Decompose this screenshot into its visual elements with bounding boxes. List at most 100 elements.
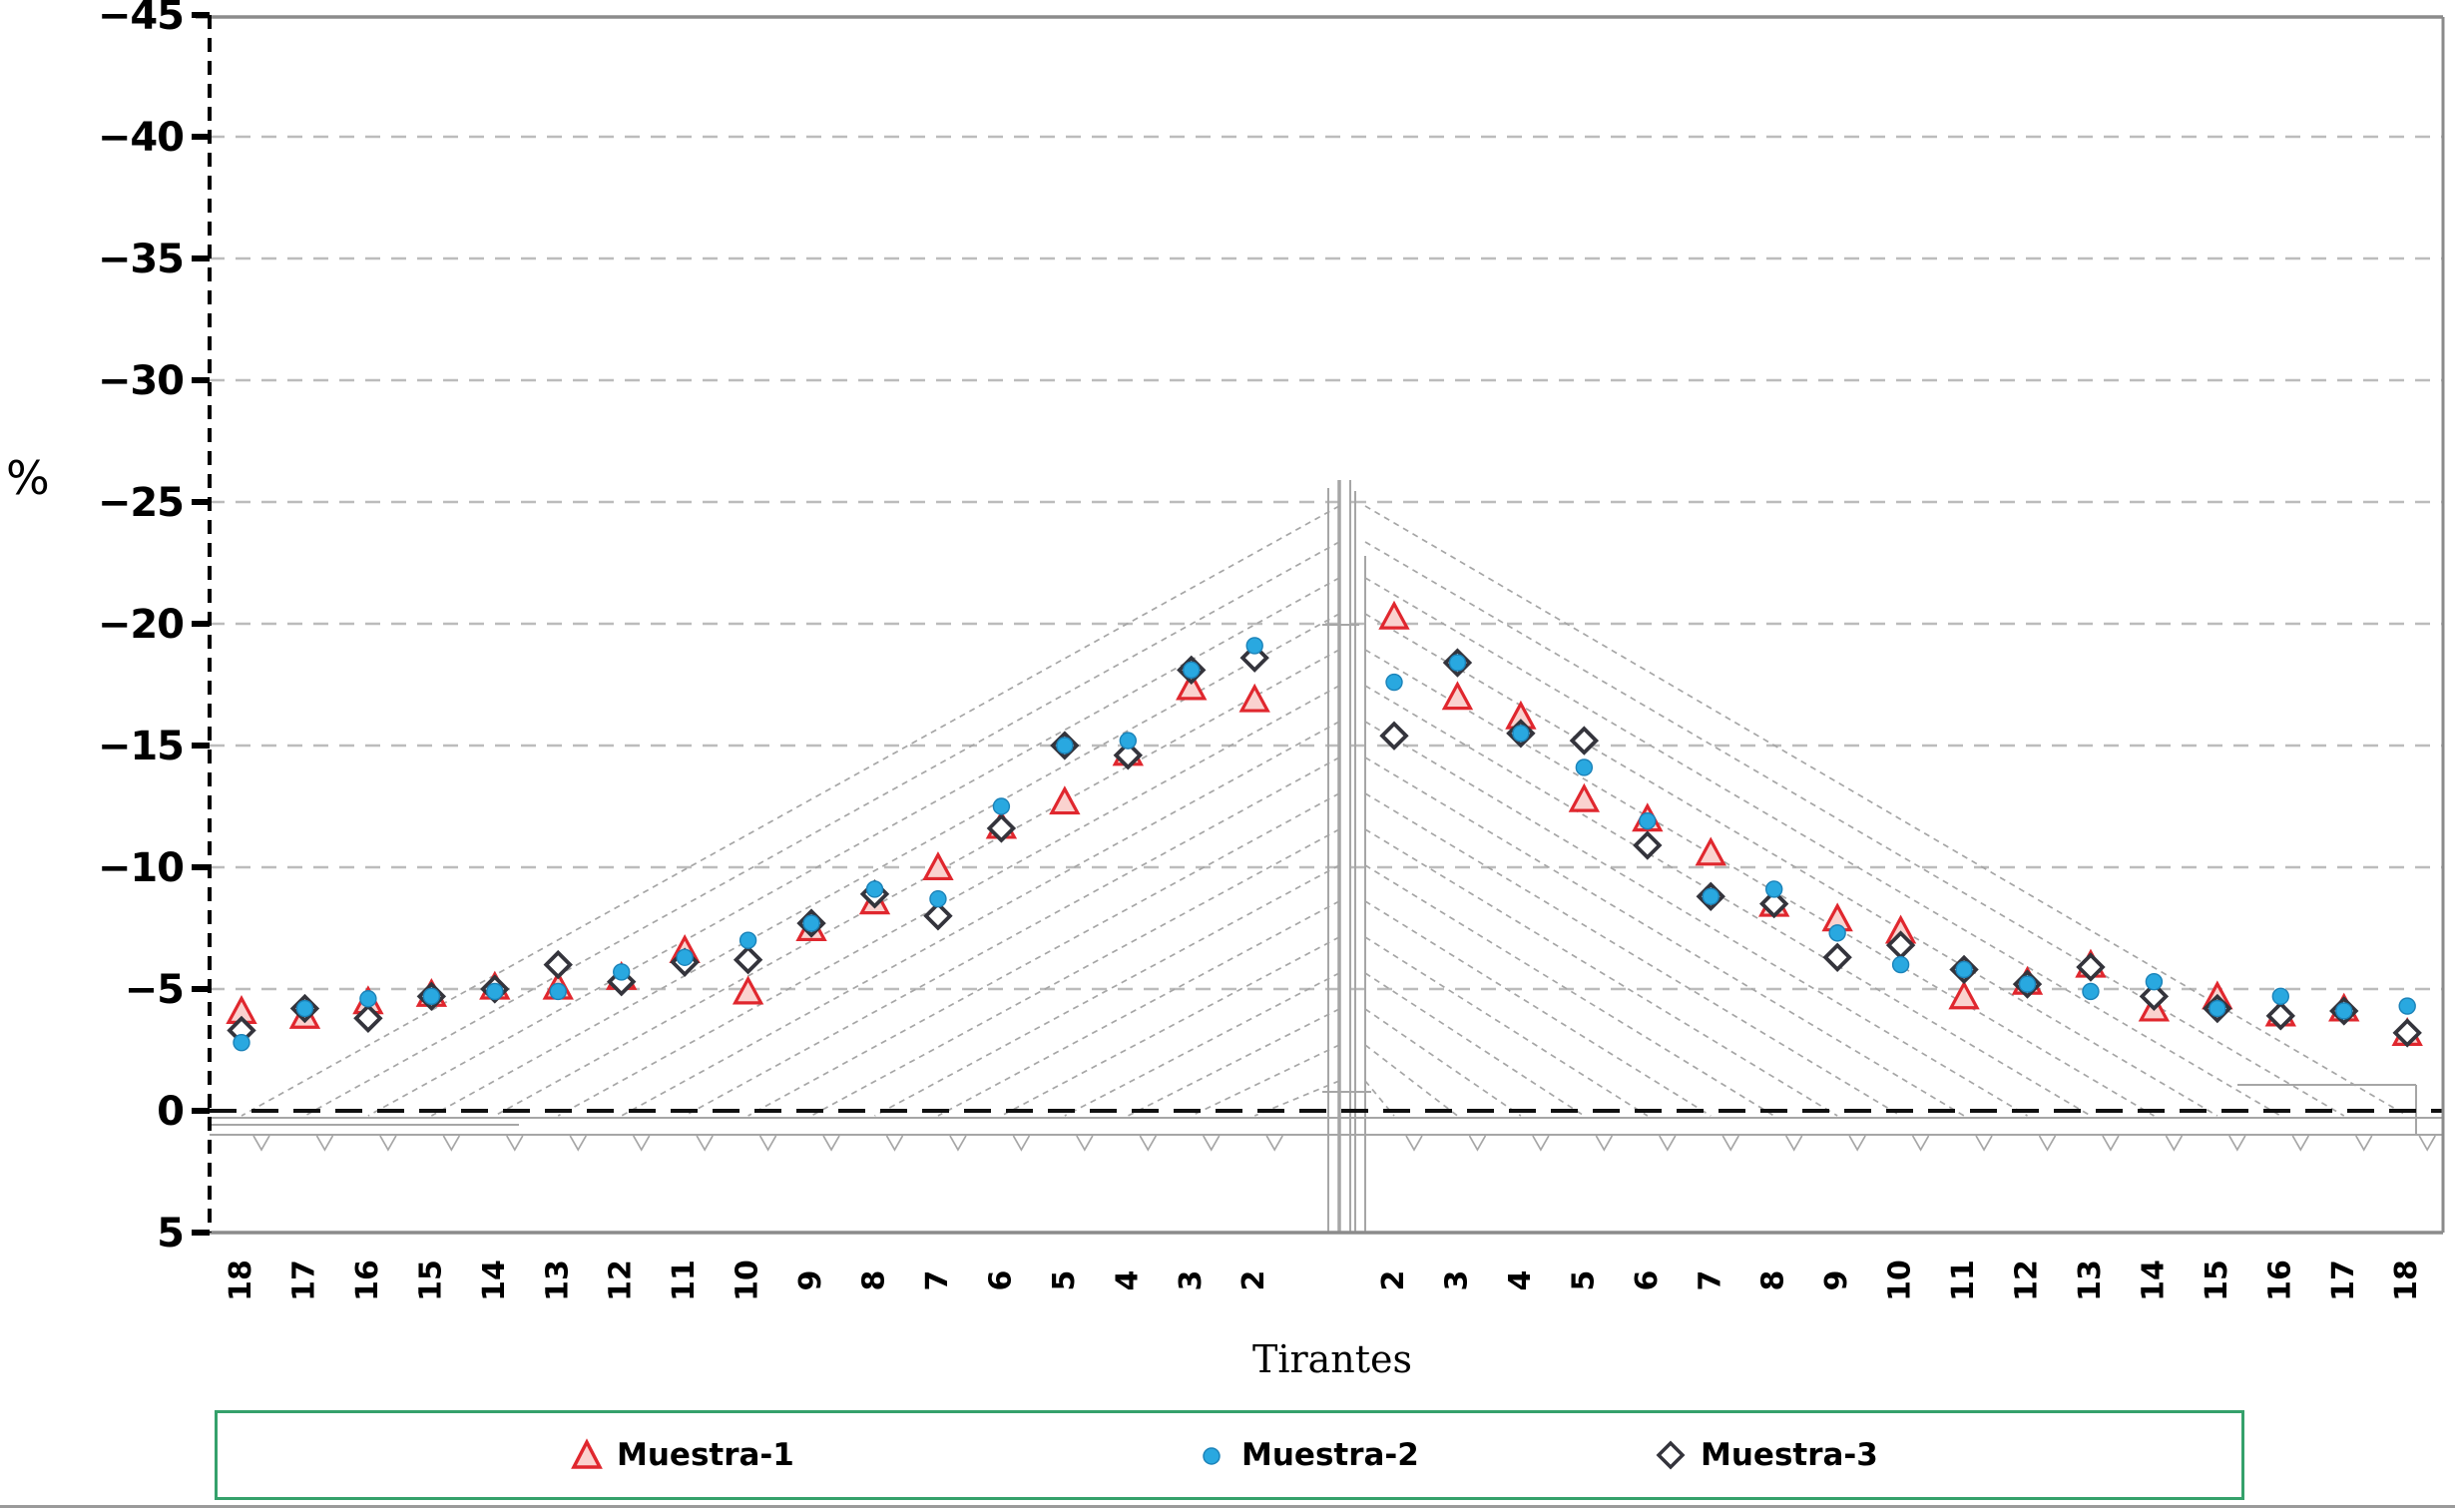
- x-tick-label: 5: [1047, 1270, 1082, 1291]
- triangle-marker-icon: [571, 1438, 603, 1469]
- x-tick-label: 2: [1236, 1270, 1271, 1291]
- figure-bottom-rule: [0, 1505, 2455, 1508]
- point-muestra-1: [1049, 785, 1081, 815]
- x-tick-label: 14: [2136, 1260, 2171, 1301]
- bridge-support: [696, 1135, 714, 1152]
- x-tick-label: 10: [731, 1260, 765, 1301]
- legend-label: Muestra-3: [1701, 1437, 1878, 1473]
- bridge-support: [1721, 1135, 1739, 1152]
- x-tick-label: 8: [1756, 1270, 1791, 1291]
- bridge-cable-left: [1064, 972, 1340, 1117]
- y-tick-label: 0: [157, 1089, 184, 1135]
- point-muestra-1: [1238, 683, 1270, 713]
- point-muestra-2: [1385, 673, 1403, 692]
- bridge-support: [1659, 1135, 1677, 1152]
- point-muestra-3: [733, 945, 763, 975]
- legend-label: Muestra-2: [1241, 1437, 1419, 1473]
- x-tick-label: 2: [1376, 1270, 1411, 1291]
- point-muestra-2: [2271, 987, 2290, 1006]
- point-muestra-2: [2335, 1002, 2353, 1020]
- x-tick-label: 8: [857, 1270, 892, 1291]
- point-muestra-2: [1955, 960, 1973, 979]
- bridge-support: [2165, 1135, 2184, 1152]
- bridge-support: [2355, 1135, 2373, 1152]
- x-tick-label: 17: [2326, 1260, 2361, 1301]
- point-muestra-2: [359, 990, 377, 1008]
- point-muestra-2: [2209, 999, 2226, 1018]
- bridge-cable-right: [1364, 864, 1775, 1117]
- x-tick-label: 12: [2010, 1260, 2045, 1301]
- point-muestra-2: [1891, 955, 1910, 974]
- bridge-cable-right: [1364, 792, 1902, 1117]
- legend-item-muestra-1: Muestra-1: [569, 1413, 794, 1497]
- point-muestra-2: [2398, 997, 2416, 1015]
- bridge-support: [1848, 1135, 1866, 1152]
- x-tick-label: 13: [2073, 1260, 2108, 1301]
- point-muestra-3: [2265, 1001, 2295, 1031]
- bridge-cable-left: [747, 792, 1340, 1117]
- point-muestra-1: [1948, 980, 1980, 1010]
- bridge-support: [1203, 1135, 1221, 1152]
- bridge-cable-left: [494, 649, 1340, 1117]
- y-tick-label: −35: [98, 237, 184, 282]
- point-muestra-2: [1448, 654, 1467, 672]
- point-muestra-1: [732, 975, 764, 1005]
- bridge-support: [1405, 1135, 1423, 1152]
- y-tick-label: −30: [98, 358, 184, 404]
- bridge-cable-right: [1364, 649, 2155, 1117]
- point-muestra-2: [1575, 758, 1594, 776]
- bridge-cable-left: [304, 541, 1340, 1117]
- y-tick-label: −5: [125, 967, 184, 1013]
- bridge-support: [1595, 1135, 1614, 1152]
- y-tick-label: −20: [98, 602, 184, 648]
- y-tick: [192, 1108, 210, 1114]
- point-muestra-1: [1441, 681, 1474, 711]
- y-tick: [192, 134, 210, 140]
- point-muestra-2: [2082, 982, 2100, 1001]
- x-tick-label: 7: [920, 1270, 955, 1291]
- x-tick-label: 16: [350, 1260, 385, 1301]
- point-muestra-3: [986, 813, 1017, 843]
- point-muestra-1: [922, 851, 954, 881]
- bridge-cable-left: [1253, 1080, 1340, 1117]
- legend: Muestra-1 Muestra-2 Muestra-3: [215, 1410, 2244, 1500]
- bridge-support: [2038, 1135, 2057, 1152]
- bridge-support: [885, 1135, 904, 1152]
- bridge-cable-left: [1127, 1008, 1340, 1117]
- x-tick-label: 18: [2389, 1260, 2424, 1301]
- point-muestra-2: [1245, 637, 1263, 655]
- bridge-support: [1532, 1135, 1550, 1152]
- y-tick: [192, 743, 210, 749]
- bridge-support: [1139, 1135, 1158, 1152]
- x-tick-label: 15: [413, 1260, 448, 1301]
- legend-item-muestra-3: Muestra-3: [1653, 1413, 1878, 1497]
- x-tick-label: 14: [477, 1260, 512, 1301]
- point-muestra-2: [1639, 811, 1657, 830]
- bridge-cable-left: [367, 577, 1340, 1117]
- point-muestra-3: [353, 1003, 383, 1033]
- point-muestra-3: [1759, 888, 1789, 919]
- bridge-support: [2228, 1135, 2246, 1152]
- bridge-support: [569, 1135, 587, 1152]
- point-muestra-2: [486, 982, 504, 1001]
- point-muestra-2: [233, 1033, 250, 1052]
- bridge-cable-right: [1364, 756, 1965, 1117]
- y-tick: [192, 1230, 210, 1236]
- bridge-cable-right: [1364, 613, 2218, 1117]
- point-muestra-3: [923, 901, 953, 931]
- y-tick: [192, 986, 210, 992]
- bridge-cable-left: [1001, 936, 1340, 1117]
- bridge-cable-right: [1364, 541, 2345, 1117]
- point-muestra-1: [1568, 782, 1601, 812]
- x-tick-label: 4: [1503, 1270, 1538, 1291]
- x-tick-label: 3: [1174, 1270, 1209, 1291]
- point-muestra-1: [1378, 600, 1410, 630]
- circle-marker-icon: [1203, 1447, 1221, 1465]
- x-tick-label: 6: [983, 1270, 1018, 1291]
- bridge-cable-right: [1364, 828, 1838, 1117]
- bridge-support: [1975, 1135, 1993, 1152]
- point-muestra-1: [1176, 671, 1208, 701]
- x-tick-label: 18: [224, 1260, 258, 1301]
- x-tick-label: 5: [1566, 1270, 1601, 1291]
- y-tick-label: −45: [98, 0, 184, 39]
